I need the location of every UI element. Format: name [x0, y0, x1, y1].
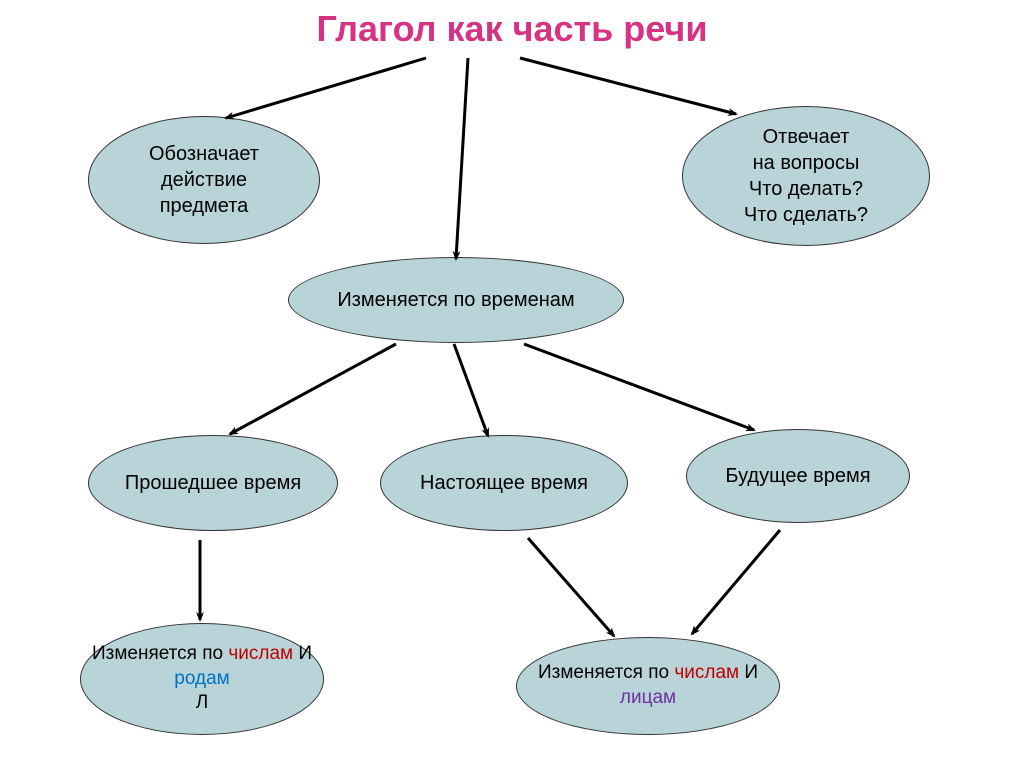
- node-changes-number-gender: Изменяется по числам И родамЛ: [80, 623, 324, 735]
- node-changes-number-person: Изменяется по числам И лицам: [516, 637, 780, 735]
- node-past-tense: Прошедшее время: [88, 435, 338, 531]
- diagram-title: Глагол как часть речи: [178, 8, 846, 50]
- node-answers-questions: Отвечаетна вопросыЧто делать?Что сделать…: [682, 106, 930, 246]
- node-present-tense: Настоящее время: [380, 435, 628, 531]
- node-changes-by-tense: Изменяется по временам: [288, 257, 624, 343]
- title-text: Глагол как часть речи: [317, 8, 708, 49]
- node-future-tense: Будущее время: [686, 429, 910, 523]
- node-denotes-action: Обозначаетдействиепредмета: [88, 116, 320, 244]
